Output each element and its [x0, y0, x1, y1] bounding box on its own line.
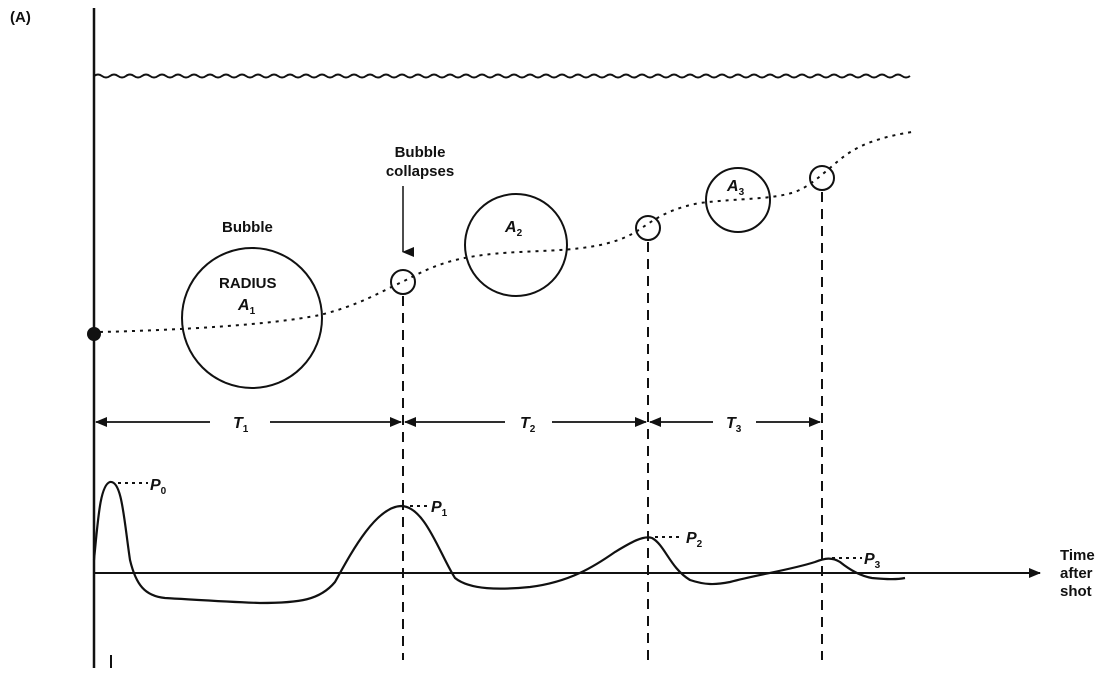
- radius-a2-label: A2: [504, 219, 523, 239]
- bubble-collapse-2: [635, 215, 661, 241]
- period-t1-label: T1: [233, 415, 249, 435]
- pulse-p3-label: P3: [864, 551, 881, 571]
- radius-a1-label: A1: [237, 297, 256, 317]
- bubble-a1: [181, 247, 323, 389]
- pulse-p1-label: P1: [431, 499, 448, 519]
- period-t2-label: T2: [520, 415, 536, 435]
- time-axis-label-line3: shot: [1060, 583, 1092, 600]
- radius-label: RADIUS: [219, 275, 277, 292]
- radius-a3-label: A3: [726, 178, 745, 198]
- bubble-collapses-label-line1: Bubble: [395, 144, 446, 161]
- bubble-label: Bubble: [222, 219, 273, 236]
- panel-label: (A): [10, 9, 31, 26]
- time-axis-label-line2: after: [1060, 565, 1093, 582]
- pulse-p0-label: P0: [150, 477, 167, 497]
- bubble-collapse-3: [809, 165, 835, 191]
- water-surface: [93, 73, 911, 79]
- time-axis-label-line1: Time: [1060, 547, 1095, 564]
- bubble-a3: [705, 167, 771, 233]
- bubble-collapse-1: [390, 269, 416, 295]
- bubble-collapses-label-line2: collapses: [386, 163, 454, 180]
- pressure-signature-curve: [92, 480, 906, 605]
- shot-point: [87, 327, 101, 341]
- period-t3-label: T3: [726, 415, 742, 435]
- bubble-a2: [464, 193, 568, 297]
- pulse-p2-label: P2: [686, 530, 703, 550]
